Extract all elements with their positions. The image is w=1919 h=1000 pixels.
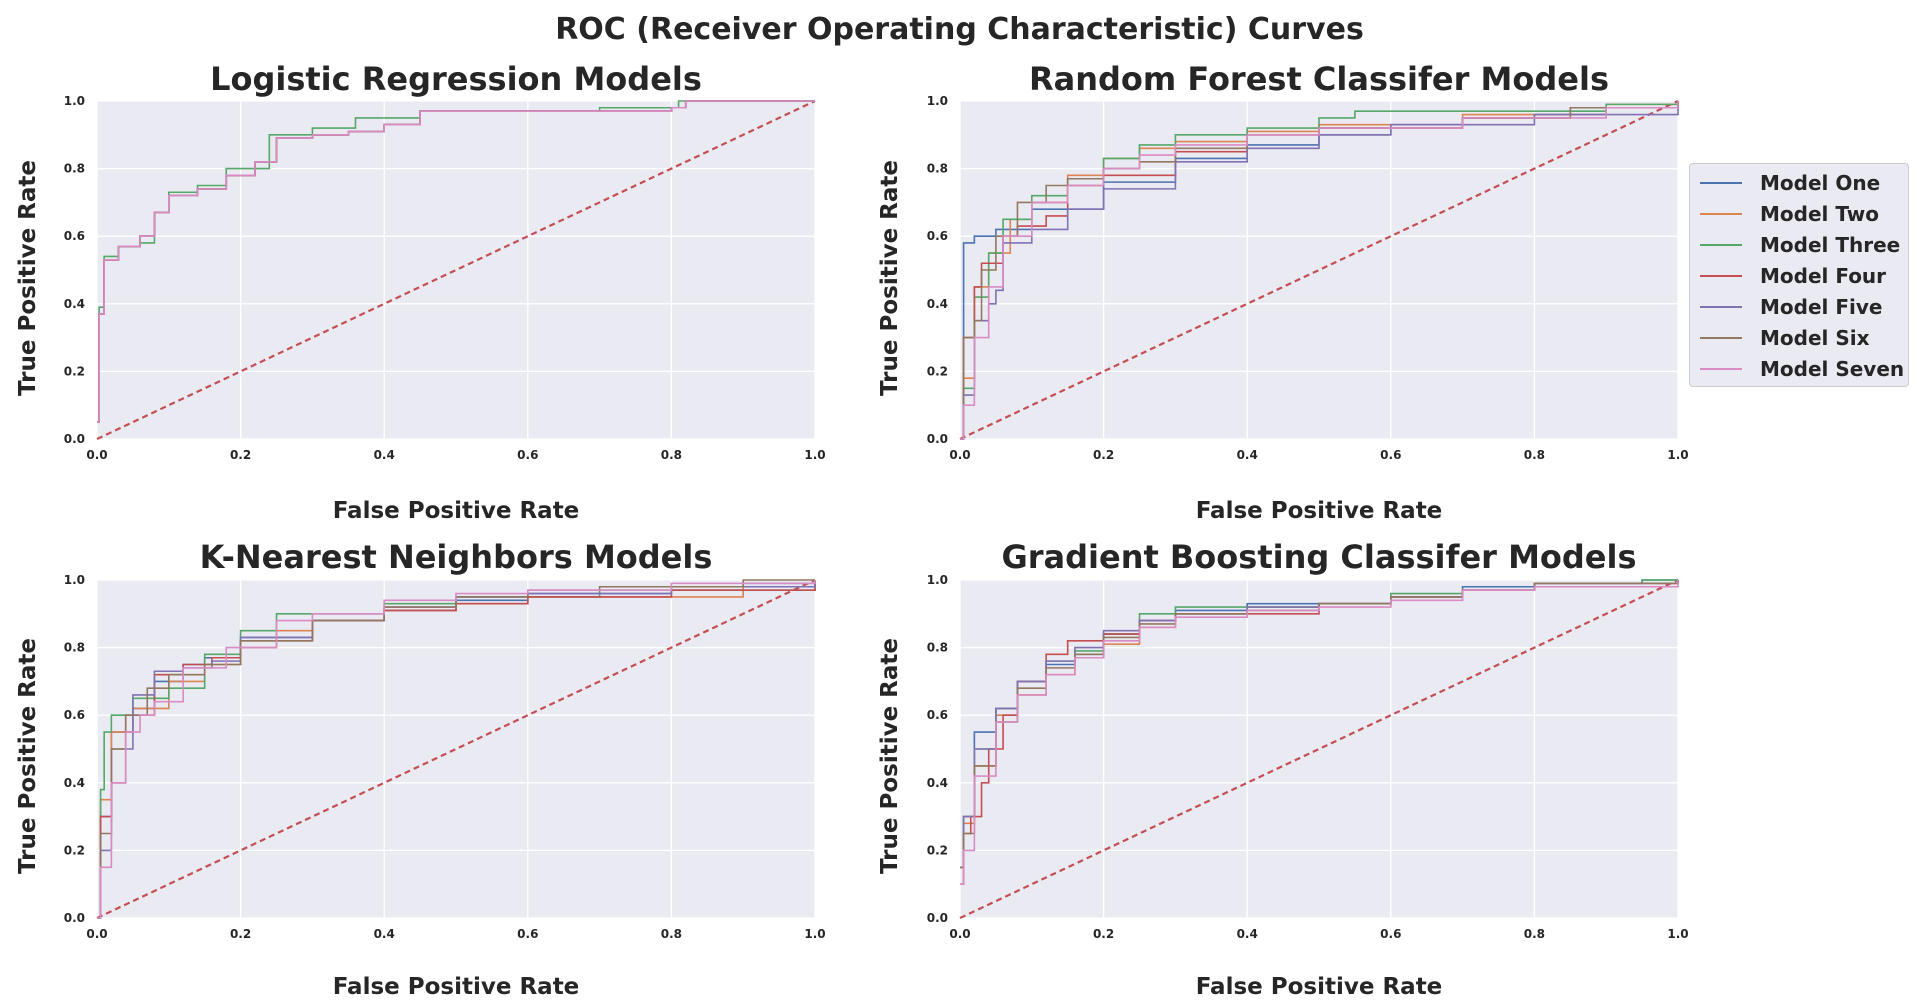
y-tick-label: 1.0 bbox=[927, 573, 948, 587]
y-axis-label: True Positive Rate bbox=[15, 159, 41, 397]
x-tick-label: 0.6 bbox=[517, 927, 538, 941]
x-tick-label: 0.6 bbox=[1380, 927, 1401, 941]
y-tick-label: 0.0 bbox=[927, 911, 948, 925]
x-tick-label: 0.8 bbox=[1524, 448, 1545, 462]
diagonal-reference-line bbox=[959, 100, 1679, 440]
y-tick-label: 0.4 bbox=[927, 297, 948, 311]
x-axis-label: False Positive Rate bbox=[332, 498, 580, 524]
y-tick-label: 0.0 bbox=[927, 432, 948, 446]
roc-curve-model-five bbox=[960, 101, 1679, 440]
x-tick-label: 0.2 bbox=[1093, 927, 1114, 941]
panel-title-gradient-boosting: Gradient Boosting Classifer Models bbox=[1001, 538, 1637, 576]
x-tick-label: 1.0 bbox=[1667, 448, 1688, 462]
y-tick-label: 0.6 bbox=[927, 708, 948, 722]
diagonal-reference-line bbox=[96, 100, 816, 440]
legend-swatch bbox=[1700, 182, 1742, 184]
y-tick-label: 0.4 bbox=[927, 776, 948, 790]
legend-swatch bbox=[1700, 275, 1742, 277]
y-tick-label: 1.0 bbox=[64, 573, 85, 587]
x-tick-label: 0.8 bbox=[661, 448, 682, 462]
x-tick-label: 0.8 bbox=[661, 927, 682, 941]
legend-entry: Model Four bbox=[1700, 263, 1886, 289]
legend-entry: Model Two bbox=[1700, 201, 1879, 227]
x-tick-label: 1.0 bbox=[804, 927, 825, 941]
legend-swatch bbox=[1700, 337, 1742, 339]
y-tick-label: 0.2 bbox=[927, 843, 948, 857]
y-tick-label: 0.6 bbox=[64, 708, 85, 722]
y-tick-label: 1.0 bbox=[927, 94, 948, 108]
x-tick-label: 0.4 bbox=[374, 927, 395, 941]
roc-curve-model-seven bbox=[97, 100, 815, 423]
x-tick-label: 0.4 bbox=[1237, 927, 1258, 941]
figure-title: ROC (Receiver Operating Characteristic) … bbox=[555, 12, 1364, 47]
panel-title-k-nearest-neighbors: K-Nearest Neighbors Models bbox=[199, 538, 713, 576]
panel-title-logistic-regression: Logistic Regression Models bbox=[210, 60, 702, 98]
legend-entry: Model Five bbox=[1700, 294, 1882, 320]
roc-curve-model-three bbox=[960, 101, 1679, 440]
x-tick-label: 1.0 bbox=[1667, 927, 1688, 941]
legend-label: Model Three bbox=[1760, 233, 1901, 257]
roc-curve-model-seven bbox=[960, 101, 1679, 440]
legend-entry: Model One bbox=[1700, 170, 1880, 196]
roc-plot-k-nearest-neighbors: 0.0 0.2 0.4 0.6 0.8 1.0 0.0 0.2 0.4 0.6 0.8 1.0 bbox=[64, 573, 826, 941]
x-tick-label: 0.0 bbox=[949, 448, 970, 462]
x-axis-label: False Positive Rate bbox=[332, 974, 580, 1000]
y-tick-label: 0.0 bbox=[64, 432, 85, 446]
legend-entry: Model Three bbox=[1700, 232, 1900, 258]
legend-label: Model Two bbox=[1760, 202, 1880, 226]
legend-entry: Model Six bbox=[1700, 325, 1870, 351]
x-tick-label: 0.2 bbox=[230, 448, 251, 462]
roc-plot-gradient-boosting: 0.0 0.2 0.4 0.6 0.8 1.0 0.0 0.2 0.4 0.6 0.8 1.0 bbox=[927, 573, 1689, 941]
x-tick-label: 0.6 bbox=[1380, 448, 1401, 462]
y-axis-label: True Positive Rate bbox=[877, 159, 903, 397]
x-tick-label: 0.2 bbox=[230, 927, 251, 941]
legend-label: Model Five bbox=[1760, 295, 1883, 319]
x-tick-label: 1.0 bbox=[804, 448, 825, 462]
y-tick-label: 0.2 bbox=[927, 364, 948, 378]
x-tick-label: 0.4 bbox=[374, 448, 395, 462]
x-tick-label: 0.0 bbox=[86, 448, 107, 462]
y-tick-label: 0.4 bbox=[64, 776, 85, 790]
x-tick-label: 0.2 bbox=[1093, 448, 1114, 462]
legend-entry: Model Seven bbox=[1700, 356, 1904, 382]
legend-label: Model Six bbox=[1760, 326, 1870, 350]
panel-title-random-forest: Random Forest Classifer Models bbox=[1028, 60, 1609, 98]
y-tick-label: 0.8 bbox=[64, 162, 85, 176]
x-tick-label: 0.6 bbox=[517, 448, 538, 462]
y-tick-label: 0.8 bbox=[927, 162, 948, 176]
x-tick-label: 0.8 bbox=[1524, 927, 1545, 941]
x-tick-label: 0.4 bbox=[1237, 448, 1258, 462]
y-tick-label: 0.8 bbox=[64, 641, 85, 655]
roc-curve-model-seven bbox=[97, 580, 816, 919]
y-tick-label: 0.6 bbox=[64, 229, 85, 243]
legend-swatch bbox=[1700, 244, 1742, 246]
y-tick-label: 0.4 bbox=[64, 297, 85, 311]
roc-plot-random-forest: 0.0 0.2 0.4 0.6 0.8 1.0 0.0 0.2 0.4 0.6 0.8 1.0 bbox=[927, 94, 1689, 462]
y-axis-label: True Positive Rate bbox=[15, 637, 41, 875]
y-tick-label: 0.8 bbox=[927, 641, 948, 655]
diagonal-reference-line bbox=[96, 579, 816, 919]
y-tick-label: 0.6 bbox=[927, 229, 948, 243]
legend-label: Model Seven bbox=[1760, 357, 1905, 381]
y-tick-label: 0.0 bbox=[64, 911, 85, 925]
diagonal-reference-line bbox=[959, 579, 1679, 919]
roc-curve-model-seven bbox=[960, 580, 1679, 885]
x-axis-label: False Positive Rate bbox=[1195, 974, 1443, 1000]
legend-swatch bbox=[1700, 368, 1742, 370]
legend: Model One Model Two Model Three Model Fo… bbox=[1689, 163, 1909, 387]
legend-label: Model One bbox=[1760, 171, 1881, 195]
legend-label: Model Four bbox=[1760, 264, 1887, 288]
x-tick-label: 0.0 bbox=[949, 927, 970, 941]
legend-swatch bbox=[1700, 213, 1742, 215]
legend-swatch bbox=[1700, 306, 1742, 308]
y-tick-label: 1.0 bbox=[64, 94, 85, 108]
x-tick-label: 0.0 bbox=[86, 927, 107, 941]
y-tick-label: 0.2 bbox=[64, 843, 85, 857]
x-axis-label: False Positive Rate bbox=[1195, 498, 1443, 524]
y-axis-label: True Positive Rate bbox=[877, 637, 903, 875]
roc-plot-logistic-regression: 0.0 0.2 0.4 0.6 0.8 1.0 0.0 0.2 0.4 0.6 0.8 1.0 bbox=[64, 94, 826, 462]
y-tick-label: 0.2 bbox=[64, 364, 85, 378]
